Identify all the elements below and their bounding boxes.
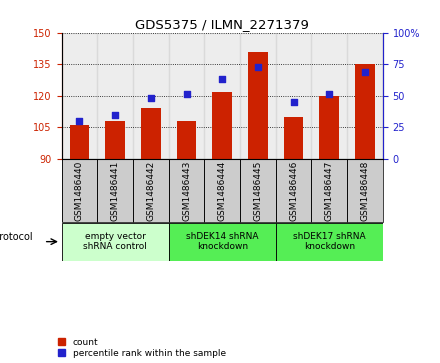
Point (147, 95, 154, 101)
Bar (248, 52, 268, 159)
FancyBboxPatch shape (240, 159, 276, 222)
Bar (133, 33, 169, 159)
Bar (213, 91, 232, 159)
Bar (169, 33, 204, 159)
Point (290, 99, 297, 105)
FancyBboxPatch shape (312, 159, 347, 222)
Point (76, 118, 83, 124)
Bar (70, 125, 89, 159)
Bar (97, 33, 133, 159)
Bar (240, 33, 276, 159)
Bar (177, 121, 196, 159)
Point (254, 64, 261, 70)
Point (326, 91, 333, 97)
Text: GSM1486444: GSM1486444 (218, 160, 227, 220)
Text: GSM1486441: GSM1486441 (110, 160, 120, 221)
Text: GSM1486447: GSM1486447 (325, 160, 334, 221)
Text: GSM1486446: GSM1486446 (289, 160, 298, 221)
Text: GSM1486440: GSM1486440 (75, 160, 84, 221)
FancyBboxPatch shape (62, 223, 169, 261)
Text: GSM1486443: GSM1486443 (182, 160, 191, 221)
Bar (284, 117, 304, 159)
Point (361, 69, 368, 75)
Text: GSM1486442: GSM1486442 (147, 160, 155, 220)
Bar (319, 96, 339, 159)
Point (183, 91, 190, 97)
Point (112, 112, 119, 118)
FancyBboxPatch shape (133, 159, 169, 222)
FancyBboxPatch shape (169, 159, 204, 222)
FancyBboxPatch shape (276, 223, 383, 261)
Bar (312, 33, 347, 159)
Bar (105, 121, 125, 159)
Bar (62, 33, 97, 159)
Text: GSM1486445: GSM1486445 (253, 160, 262, 221)
FancyBboxPatch shape (347, 159, 383, 222)
Bar (355, 64, 375, 159)
FancyBboxPatch shape (169, 223, 276, 261)
Text: GSM1486448: GSM1486448 (360, 160, 370, 221)
Legend: count, percentile rank within the sample: count, percentile rank within the sample (57, 337, 227, 359)
Text: protocol: protocol (0, 232, 33, 242)
Title: GDS5375 / ILMN_2271379: GDS5375 / ILMN_2271379 (135, 19, 309, 32)
Text: empty vector
shRNA control: empty vector shRNA control (83, 232, 147, 251)
Bar (204, 33, 240, 159)
FancyBboxPatch shape (276, 159, 312, 222)
Point (219, 77, 226, 82)
Bar (347, 33, 383, 159)
FancyBboxPatch shape (97, 159, 133, 222)
Bar (141, 109, 161, 159)
Text: shDEK14 shRNA
knockdown: shDEK14 shRNA knockdown (186, 232, 258, 251)
FancyBboxPatch shape (62, 159, 97, 222)
FancyBboxPatch shape (204, 159, 240, 222)
Bar (276, 33, 312, 159)
Text: shDEK17 shRNA
knockdown: shDEK17 shRNA knockdown (293, 232, 366, 251)
